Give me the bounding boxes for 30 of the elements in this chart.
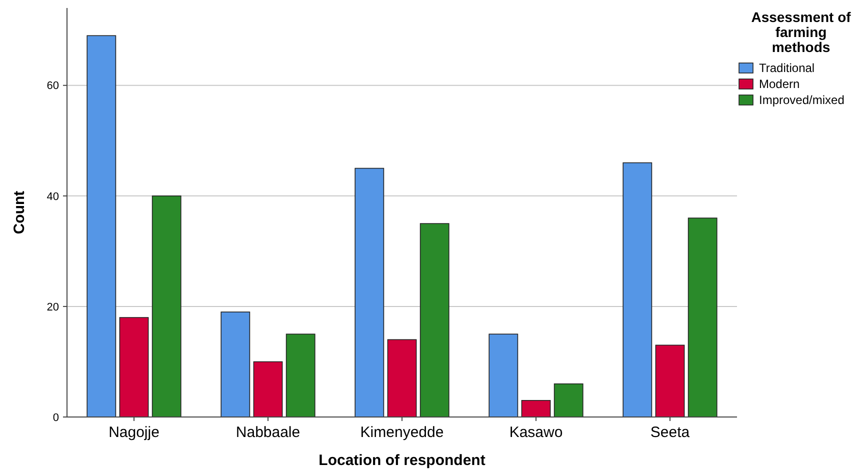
y-axis-title: Count	[11, 190, 28, 234]
bar	[488, 334, 518, 418]
legend-label: Modern	[759, 77, 800, 91]
bar	[655, 344, 685, 418]
x-tick-label: Seeta	[650, 424, 690, 441]
bar	[688, 218, 718, 418]
x-axis-title: Location of respondent	[318, 452, 486, 469]
bar	[521, 400, 551, 418]
legend-label: Improved/mixed	[759, 93, 844, 107]
bar	[220, 312, 250, 418]
y-tick-label: 20	[46, 301, 59, 314]
x-tick-label: Nabbaale	[236, 424, 300, 441]
bar	[622, 162, 652, 418]
bar	[286, 334, 316, 418]
bar	[387, 339, 417, 418]
y-tick-label: 60	[46, 80, 59, 92]
bar	[119, 317, 149, 418]
legend-label: Traditional	[759, 61, 815, 75]
x-tick-label: Nagojje	[108, 424, 160, 441]
y-tick-label: 40	[46, 190, 59, 203]
legend-title: Assessment of farming methods	[751, 9, 852, 55]
bar	[554, 383, 584, 418]
bar	[354, 168, 384, 418]
bar	[86, 35, 116, 418]
y-tick-label: 0	[52, 412, 59, 424]
bar	[152, 196, 182, 418]
x-tick-label: Kimenyedde	[360, 424, 444, 441]
x-tick-label: Kasawo	[509, 424, 563, 441]
bar	[253, 361, 283, 418]
bar	[420, 223, 450, 418]
